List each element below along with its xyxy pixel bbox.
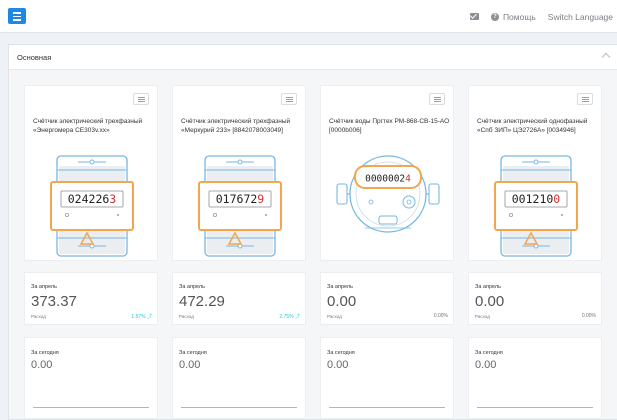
reading-digits: 00000024 [365,174,411,185]
monthly-stat-card: За апрель 0.00 Расход 0.00% [320,272,454,325]
list-icon[interactable] [577,93,593,105]
monthly-stat-card: За апрель 0.00 Расход 0.00% [468,272,602,325]
monthly-stat-card: За апрель 373.37 Расход 1.57% ⤴ [24,272,158,325]
top-nav: ? Помощь Switch Language [469,0,613,33]
help-icon[interactable]: ? [490,12,499,21]
stat-value: 472.29 [179,293,225,310]
mail-icon[interactable] [469,13,479,20]
water-meter-icon: 00000024 [336,155,440,233]
today-value: 0.00 [31,359,53,371]
today-sparkline [181,407,297,408]
meter-card[interactable]: Счётчик электрический трехфазный «Энерго… [24,85,158,261]
electric-meter-icon: 0012100 [494,155,578,257]
stat-value: 0.00 [327,293,357,310]
monthly-stat-card: За апрель 472.29 Расход 2.75% ⤴ [172,272,306,325]
panel-header[interactable]: Основная [9,45,617,70]
help-link[interactable]: Помощь [502,11,536,22]
stat-value: 0.00 [475,293,505,310]
today-value: 0.00 [475,359,497,371]
list-icon[interactable] [133,93,149,105]
stat-percent: 1.57% ⤴ [131,314,152,320]
stat-period: За апрель [179,284,205,290]
meter-card[interactable]: Счётчик электрический трехфазный «Меркур… [172,85,306,261]
panel-title: Основная [17,53,52,62]
today-stat-card: За сегодня 0.00 [24,337,158,419]
top-bar: ? Помощь Switch Language [0,0,617,33]
stat-percent: 0.00% [581,313,596,319]
today-period: За сегодня [327,350,355,356]
meter-name: Счётчик электрический трехфазный «Энерго… [33,118,143,134]
reading-digits: 0012100 [512,192,561,206]
today-stat-card: За сегодня 0.00 [320,337,454,419]
stat-label: Расход [475,314,490,319]
today-value: 0.00 [179,359,201,371]
list-icon[interactable] [429,93,445,105]
reading-digits: 0176729 [216,192,265,206]
main-panel: Основная Счётчик электрический трехфазны… [8,44,617,420]
warning-icon [79,231,95,245]
today-stat-card: За сегодня 0.00 [468,337,602,419]
list-icon[interactable] [281,93,297,105]
meter-name: Счётчик электрический трехфазный «Меркур… [181,118,291,134]
switch-language-link[interactable]: Switch Language [547,11,613,22]
today-sparkline [477,407,593,408]
reading-digits: 0242263 [68,192,117,206]
stat-label: Расход [31,314,46,319]
today-period: За сегодня [179,350,207,356]
meter-name: Счётчик электрический однофазный «Спб ЗИ… [477,118,588,134]
meter-card[interactable]: Счётчик воды Пргтех РМ-868-СВ-15-АО [000… [320,85,454,261]
collapse-chevron-icon[interactable] [601,52,611,62]
stat-period: За апрель [327,284,353,290]
today-value: 0.00 [327,359,349,371]
stat-period: За апрель [31,284,57,290]
stat-percent: 0.00% [433,313,448,319]
stat-percent: 2.75% ⤴ [279,314,300,320]
electric-meter-icon: 0242263 [50,155,134,257]
warning-icon [523,231,539,245]
stat-label: Расход [327,314,342,319]
electric-meter-icon: 0176729 [198,155,282,257]
stat-label: Расход [179,314,194,319]
stat-value: 373.37 [31,293,77,310]
today-period: За сегодня [475,350,503,356]
today-sparkline [329,407,445,408]
warning-icon [227,231,243,245]
stat-period: За апрель [475,284,501,290]
meter-name: Счётчик воды Пргтех РМ-868-СВ-15-АО [000… [329,118,450,134]
meter-card[interactable]: Счётчик электрический однофазный «Спб ЗИ… [468,85,602,261]
menu-icon[interactable] [8,8,26,24]
today-period: За сегодня [31,350,59,356]
today-stat-card: За сегодня 0.00 [172,337,306,419]
today-sparkline [33,407,149,408]
